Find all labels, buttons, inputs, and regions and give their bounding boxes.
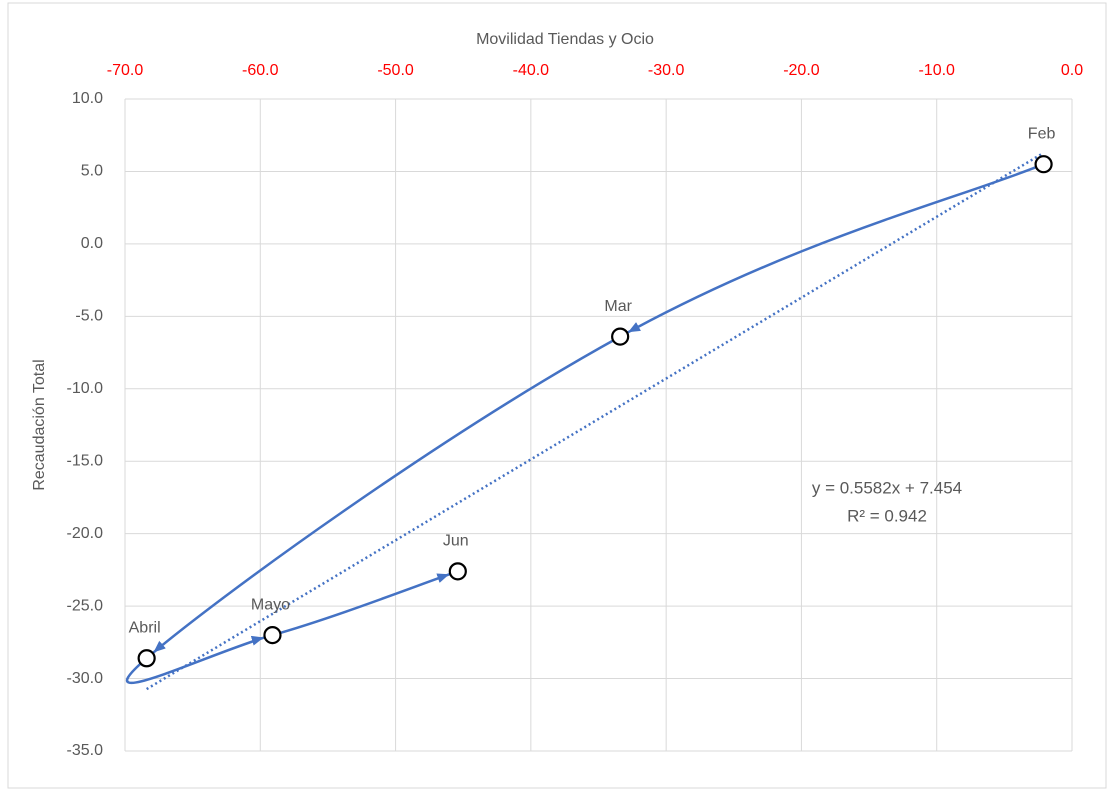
- x-axis-title: Movilidad Tiendas y Ocio: [476, 31, 654, 48]
- point: [611, 327, 630, 346]
- point: [448, 562, 467, 581]
- point-label: Mayo: [251, 596, 290, 613]
- y-tick-label: -35.0: [67, 742, 104, 759]
- trendline: [146, 151, 1045, 691]
- trendline-equation: y = 0.5582x + 7.454: [812, 478, 962, 497]
- series-line: [126, 163, 1045, 685]
- x-tick-label: -60.0: [242, 62, 279, 79]
- y-tick-label: -25.0: [67, 597, 104, 614]
- point-label: Abril: [129, 619, 161, 636]
- trendline-r2: R² = 0.942: [847, 506, 927, 525]
- y-tick-label: 0.0: [81, 235, 103, 252]
- x-tick-label: -30.0: [648, 62, 685, 79]
- point: [263, 625, 282, 645]
- x-tick-label: -10.0: [918, 62, 955, 79]
- point-label: Feb: [1028, 125, 1056, 142]
- y-tick-label: -5.0: [75, 308, 103, 325]
- y-tick-label: -10.0: [67, 380, 104, 397]
- x-tick-label: -20.0: [783, 62, 820, 79]
- y-axis-title: Recaudación Total: [31, 359, 48, 490]
- y-tick-label: -15.0: [67, 452, 104, 469]
- y-tick-label: 5.0: [81, 163, 103, 180]
- x-tick-label: -50.0: [377, 62, 414, 79]
- x-tick-label: -40.0: [513, 62, 550, 79]
- x-tick-label: 0.0: [1061, 62, 1083, 79]
- point: [137, 649, 156, 668]
- point-label: Jun: [443, 533, 469, 550]
- y-tick-label: 10.0: [72, 90, 103, 107]
- y-tick-label: -30.0: [67, 670, 104, 687]
- y-tick-label: -20.0: [67, 525, 104, 542]
- x-tick-label: -70.0: [107, 62, 144, 79]
- point: [1034, 155, 1053, 174]
- point-label: Mar: [604, 298, 632, 315]
